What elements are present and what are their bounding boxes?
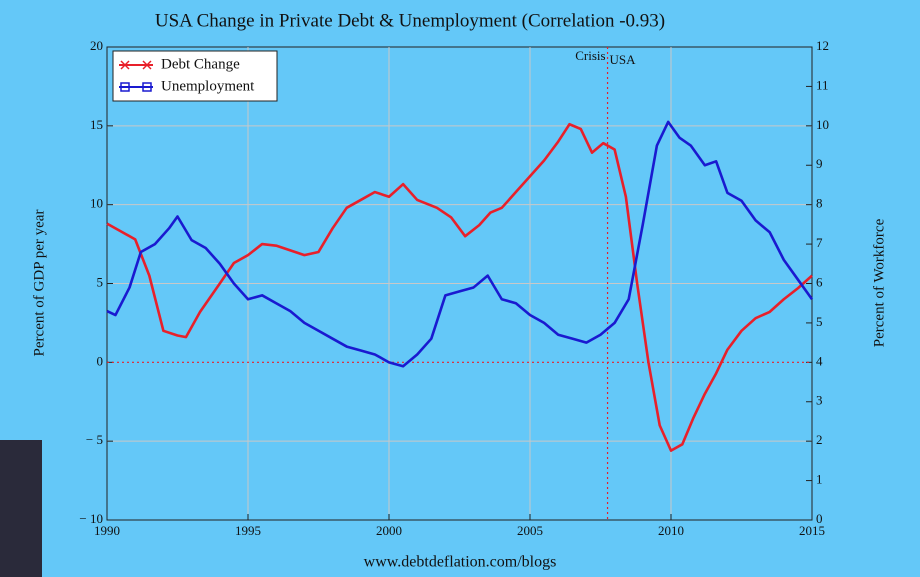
x-tick-label: 1995 [235,523,261,538]
y2-tick-label: 6 [816,274,823,289]
y-tick-label: 0 [97,353,104,368]
x-tick-label: 2010 [658,523,684,538]
y2-tick-label: 10 [816,117,829,132]
series-line [106,122,813,452]
legend-marker [120,60,130,70]
x-tick-label: 2005 [517,523,543,538]
crisis-label: Crisis [575,48,605,63]
y-tick-label: − 5 [86,432,103,447]
y2-tick-label: 9 [816,156,823,171]
y-tick-label: 5 [97,274,104,289]
legend-label: Unemployment [161,78,255,94]
y2-tick-label: 0 [816,511,823,526]
x-tick-label: 2015 [799,523,825,538]
y2-tick-label: 7 [816,235,823,250]
y-axis-label: Percent of GDP per year [31,210,47,357]
legend-label: Debt Change [161,56,240,72]
y2-tick-label: 11 [816,77,829,92]
chart-title: USA Change in Private Debt & Unemploymen… [155,10,665,31]
x-tick-label: 1990 [94,523,120,538]
y2-tick-label: 4 [816,353,823,368]
legend-marker [142,60,152,70]
crisis-sublabel: USA [610,52,637,67]
y2-axis-label: Percent of Workforce [871,218,887,347]
y-tick-label: 20 [90,38,103,53]
legend-box [112,50,278,102]
y2-tick-label: 12 [816,38,829,53]
y2-tick-label: 3 [816,393,823,408]
photo-edge [0,440,42,577]
y2-tick-label: 8 [816,196,823,211]
series-line [106,120,814,368]
y-tick-label: 15 [90,117,103,132]
y-tick-label: 10 [90,196,103,211]
footer: www.debtdeflation.com/blogs [364,554,557,571]
legend-marker [120,82,130,92]
legend-marker [142,82,152,92]
x-tick-label: 2000 [376,523,402,538]
y2-tick-label: 2 [816,432,823,447]
y2-tick-label: 1 [816,472,823,487]
y-tick-label: − 10 [79,511,103,526]
y2-tick-label: 5 [816,314,823,329]
